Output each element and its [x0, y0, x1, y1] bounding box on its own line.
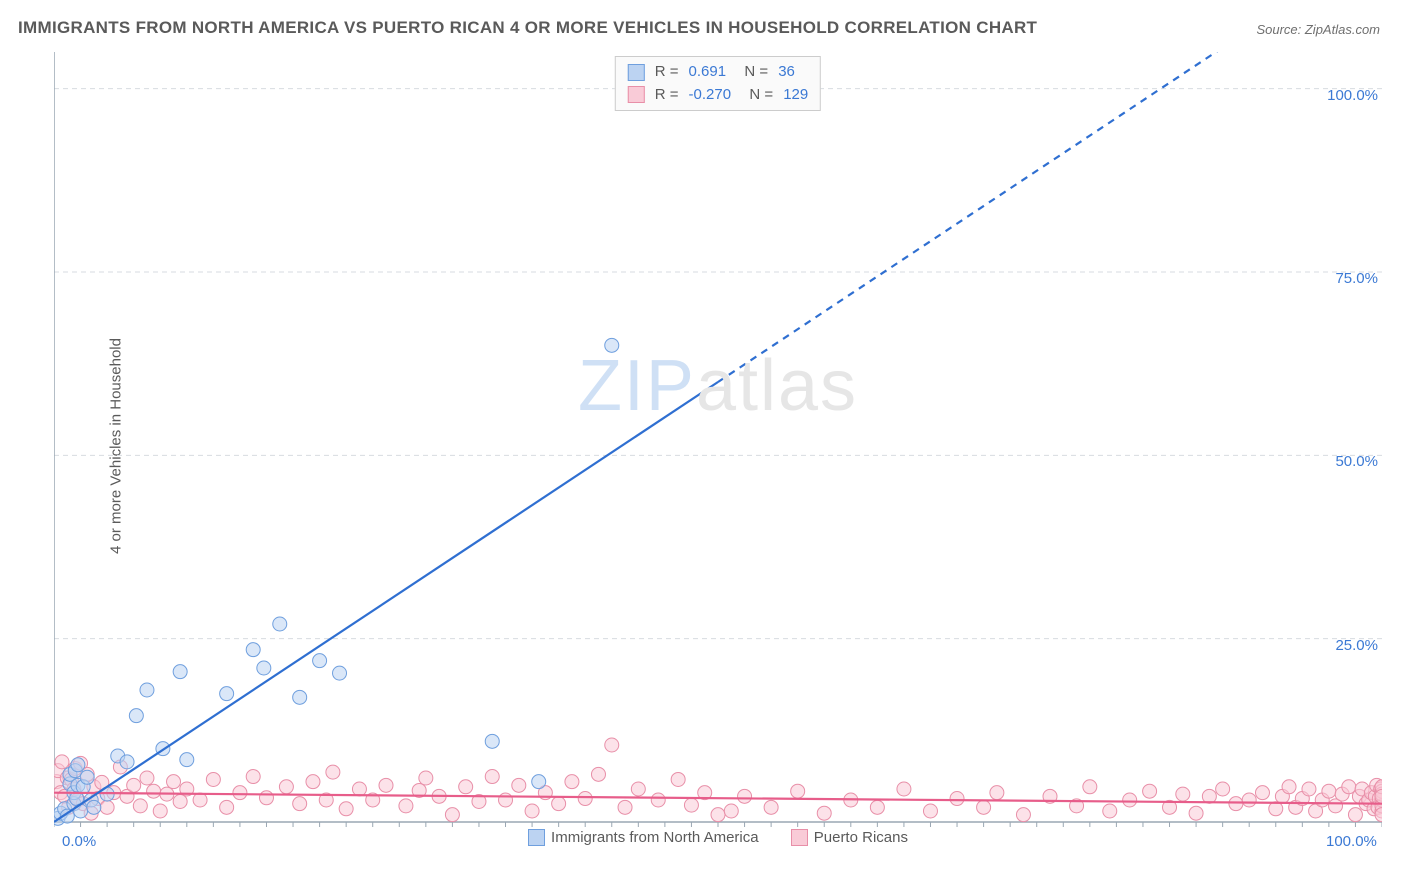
- y-tick-75: 75.0%: [1335, 270, 1378, 287]
- legend-label-pr: Puerto Ricans: [814, 829, 908, 846]
- legend-item-na: Immigrants from North America: [528, 829, 759, 846]
- legend-row-na: R = 0.691 N = 36: [628, 61, 808, 84]
- x-tick-100: 100.0%: [1326, 833, 1377, 850]
- n-value-pr: 129: [783, 84, 808, 107]
- swatch-na: [628, 64, 645, 81]
- series-legend: Immigrants from North America Puerto Ric…: [54, 829, 1382, 850]
- n-value-na: 36: [778, 61, 795, 84]
- legend-row-pr: R = -0.270 N = 129: [628, 84, 808, 107]
- x-tick-0: 0.0%: [62, 833, 96, 850]
- swatch-na-icon: [528, 829, 545, 846]
- swatch-pr: [628, 86, 645, 103]
- r-value-na: 0.691: [689, 61, 727, 84]
- legend-label-na: Immigrants from North America: [551, 829, 759, 846]
- y-tick-50: 50.0%: [1335, 453, 1378, 470]
- r-value-pr: -0.270: [689, 84, 732, 107]
- scatter-plot: [54, 52, 1382, 848]
- legend-item-pr: Puerto Ricans: [791, 829, 908, 846]
- y-tick-100: 100.0%: [1327, 87, 1378, 104]
- chart-title: IMMIGRANTS FROM NORTH AMERICA VS PUERTO …: [18, 18, 1037, 38]
- correlation-legend: R = 0.691 N = 36 R = -0.270 N = 129: [615, 56, 821, 111]
- source-attribution: Source: ZipAtlas.com: [1256, 22, 1380, 37]
- swatch-pr-icon: [791, 829, 808, 846]
- chart-area: ZIPatlas R = 0.691 N = 36 R = -0.270 N =…: [54, 52, 1382, 848]
- y-tick-25: 25.0%: [1335, 637, 1378, 654]
